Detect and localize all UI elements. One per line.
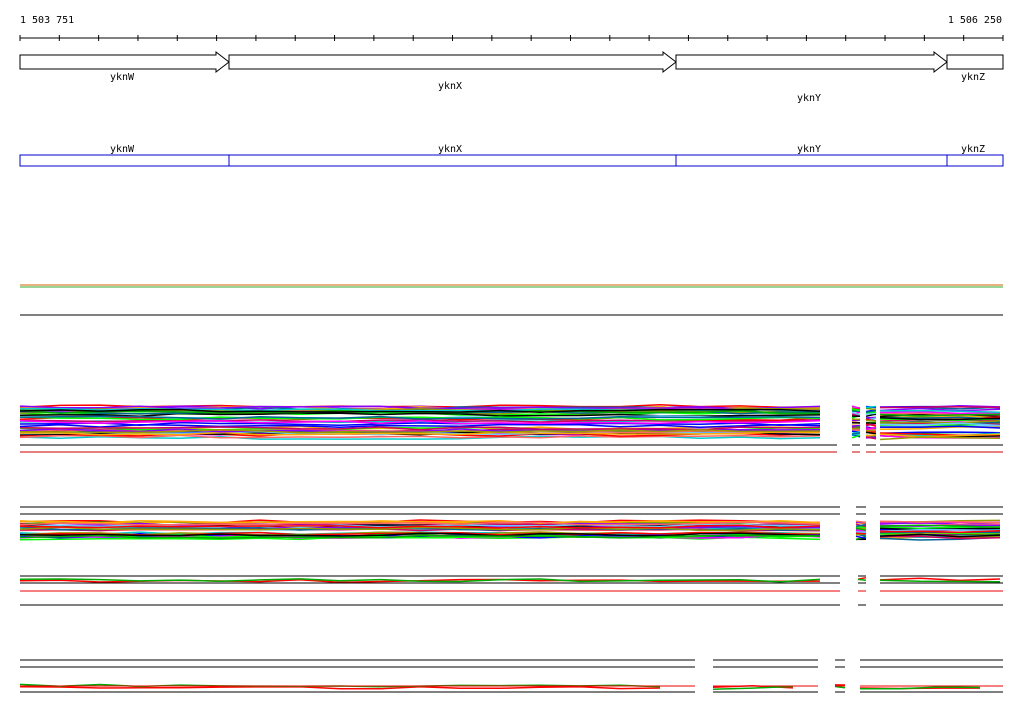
alignment-line	[879, 407, 1001, 412]
alignment-line	[851, 431, 861, 435]
alignment-line	[879, 416, 1001, 421]
alignment-line	[19, 429, 821, 434]
alignment-line	[19, 423, 821, 429]
alignment-line	[851, 434, 861, 439]
gene-arrow	[946, 54, 1004, 70]
transcript-label: yknY	[797, 144, 821, 155]
alignment-line	[879, 577, 1001, 582]
alignment-line	[880, 425, 1001, 429]
alignment-line	[19, 526, 821, 532]
transcript-box	[675, 154, 948, 167]
alignment-line	[879, 521, 1001, 526]
alignment-line	[851, 411, 861, 416]
alignment-line	[865, 422, 877, 427]
alignment-line	[851, 424, 861, 427]
alignment-line	[19, 685, 661, 690]
alignment-line	[851, 432, 861, 435]
ruler-end: 1 506 250	[948, 15, 1002, 26]
gene-arrow	[675, 50, 948, 74]
transcript-label: yknW	[110, 144, 135, 155]
alignment-line	[19, 408, 821, 413]
alignment-line	[879, 528, 1001, 533]
alignment-line	[865, 419, 877, 422]
transcript-label: yknX	[438, 144, 462, 155]
gene-label: yknZ	[961, 72, 985, 83]
alignment-line	[879, 520, 1001, 524]
alignment-line	[851, 418, 861, 421]
alignment-line	[879, 406, 1001, 409]
alignment-line	[865, 413, 877, 418]
alignment-line	[855, 526, 867, 530]
alignment-line	[879, 524, 1001, 529]
alignment-line	[19, 519, 821, 525]
alignment-line	[879, 535, 1001, 540]
alignment-line	[879, 579, 1001, 583]
alignment-line	[865, 407, 877, 411]
alignment-line	[865, 416, 877, 419]
alignment-line	[865, 412, 877, 416]
alignment-line	[19, 420, 821, 425]
transcript-label: yknZ	[961, 144, 985, 155]
alignment-line	[879, 420, 1001, 424]
alignment-line	[19, 578, 821, 583]
alignment-line	[879, 411, 1001, 415]
alignment-line	[19, 431, 821, 436]
alignment-line	[879, 436, 1001, 441]
transcript-box	[228, 154, 677, 167]
gene-label: yknX	[438, 81, 462, 92]
alignment-line	[851, 433, 861, 436]
alignment-line	[19, 435, 821, 440]
alignment-line	[865, 431, 877, 435]
alignment-line	[857, 578, 867, 581]
alignment-line	[865, 434, 877, 437]
transcript-box	[946, 154, 1004, 167]
alignment-line	[865, 405, 877, 409]
alignment-line	[855, 527, 867, 532]
gene-arrow	[228, 50, 677, 74]
alignment-line	[834, 685, 846, 689]
alignment-line	[879, 413, 1001, 417]
alignment-line	[19, 426, 821, 431]
alignment-line	[855, 520, 867, 524]
alignment-line	[865, 436, 877, 440]
alignment-line	[19, 416, 821, 421]
alignment-line	[879, 431, 1001, 435]
gene-arrow	[19, 50, 230, 74]
alignment-line	[879, 433, 1001, 438]
gene-label: yknY	[797, 93, 821, 104]
alignment-line	[19, 521, 821, 526]
alignment-line	[865, 426, 877, 431]
alignment-line	[879, 409, 1001, 414]
alignment-line	[19, 434, 821, 439]
alignment-line	[851, 408, 861, 412]
ruler-start: 1 503 751	[20, 15, 74, 26]
alignment-line	[855, 523, 867, 528]
alignment-line	[855, 535, 867, 540]
alignment-line	[865, 409, 877, 414]
alignment-line	[19, 534, 821, 540]
transcript-box	[19, 154, 230, 167]
alignment-line	[712, 685, 794, 690]
alignment-line	[879, 530, 1001, 533]
alignment-line	[879, 422, 1001, 427]
alignment-line	[879, 533, 1001, 538]
alignment-line	[19, 415, 821, 420]
alignment-line	[19, 524, 821, 529]
alignment-line	[851, 429, 861, 432]
alignment-line	[851, 405, 861, 410]
alignment-line	[19, 532, 821, 537]
gene-label: yknW	[110, 72, 135, 83]
alignment-line	[851, 410, 861, 413]
alignment-line	[860, 686, 981, 690]
alignment-line	[19, 418, 821, 423]
